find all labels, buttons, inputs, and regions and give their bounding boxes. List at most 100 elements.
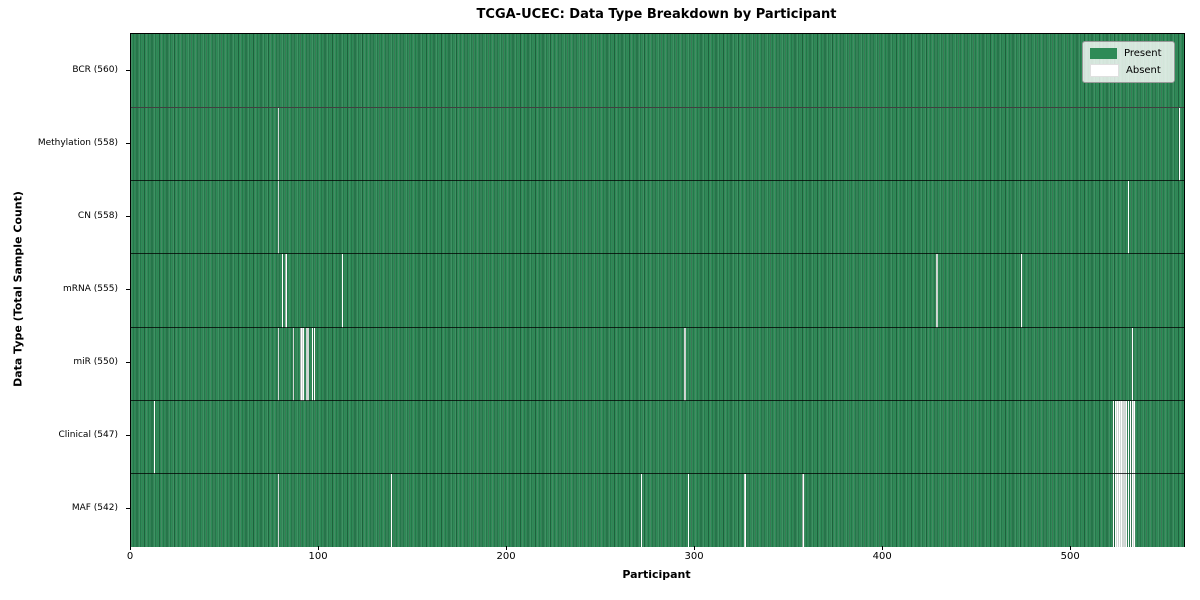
legend-item-absent: Absent xyxy=(1090,64,1167,77)
present-fill xyxy=(131,108,1184,182)
y-tick-mark xyxy=(126,289,130,290)
absent-stripe xyxy=(277,473,280,547)
y-tick-mark xyxy=(126,142,130,144)
absent-stripe xyxy=(1127,473,1130,547)
x-tick-label: 500 xyxy=(1060,551,1080,562)
legend-label: Present xyxy=(1124,48,1162,59)
x-tick-label: 100 xyxy=(308,551,328,562)
absent-stripe xyxy=(1116,473,1119,547)
absent-stripe xyxy=(277,108,280,182)
absent-stripe xyxy=(153,400,156,474)
absent-stripe xyxy=(1127,400,1130,474)
plot-area xyxy=(130,33,1185,547)
x-tick-label: 200 xyxy=(496,551,516,562)
y-tick-label: mRNA (555) xyxy=(63,284,118,294)
absent-stripe xyxy=(1118,473,1120,547)
absent-stripe xyxy=(281,254,284,328)
heatmap-row-maf xyxy=(131,472,1184,547)
absent-stripe xyxy=(744,473,746,547)
present-fill xyxy=(131,34,1184,108)
absent-stripe xyxy=(1133,400,1135,474)
absent-stripe xyxy=(1120,473,1122,547)
x-tick-label: 400 xyxy=(872,551,892,562)
heatmap-row-mir xyxy=(131,326,1184,401)
absent-stripe xyxy=(935,254,938,328)
absent-stripe xyxy=(1116,400,1119,474)
x-tick-mark xyxy=(130,546,131,550)
absent-stripe xyxy=(1133,473,1135,547)
legend-label: Absent xyxy=(1126,65,1161,76)
absent-stripe xyxy=(1131,400,1134,474)
absent-stripe xyxy=(277,327,280,401)
y-tick-mark xyxy=(126,508,130,510)
present-fill xyxy=(131,327,1184,401)
absent-stripe xyxy=(683,327,686,401)
absent-stripe xyxy=(341,254,344,328)
absent-stripe xyxy=(1122,473,1124,547)
absent-stripe xyxy=(313,327,316,401)
heatmap-row-clinical xyxy=(131,399,1184,474)
y-tick-mark xyxy=(126,69,130,71)
absent-stripe xyxy=(1120,400,1122,474)
absent-stripe xyxy=(306,327,308,401)
y-tick-label: MAF (542) xyxy=(71,503,118,514)
absent-stripe xyxy=(1125,400,1128,474)
absent-stripe xyxy=(1131,473,1134,547)
y-tick-label: Methylation (558) xyxy=(37,137,118,148)
absent-stripe xyxy=(300,327,302,401)
chart-title: TCGA-UCEC: Data Type Breakdown by Partic… xyxy=(476,7,837,22)
present-fill xyxy=(131,254,1184,328)
absent-stripe xyxy=(1127,181,1130,255)
absent-stripe xyxy=(1112,400,1115,474)
x-tick-mark xyxy=(318,546,320,550)
absent-stripe xyxy=(311,327,314,401)
absent-stripe xyxy=(1131,327,1134,401)
heatmap-row-cn xyxy=(131,180,1184,255)
x-axis-title: Participant xyxy=(622,568,691,581)
x-tick-mark xyxy=(1070,546,1072,550)
absent-stripe xyxy=(1118,400,1120,474)
absent-stripe xyxy=(802,473,805,547)
absent-stripe xyxy=(687,473,690,547)
y-tick-mark xyxy=(126,435,130,437)
absent-stripe xyxy=(1123,473,1126,547)
heatmap-row-methylation xyxy=(131,107,1184,182)
absent-stripe xyxy=(307,327,310,401)
absent-stripe xyxy=(390,473,393,547)
x-tick-mark xyxy=(694,546,696,550)
y-tick-label: CN (558) xyxy=(77,210,118,221)
y-tick-label: Clinical (547) xyxy=(58,430,118,441)
absent-stripe xyxy=(1020,254,1023,328)
absent-stripe xyxy=(1129,473,1132,547)
y-tick-label: BCR (560) xyxy=(72,64,118,75)
absent-stripe xyxy=(292,327,295,401)
x-tick-label: 0 xyxy=(126,551,134,562)
present-fill xyxy=(131,181,1184,255)
legend-swatch-present xyxy=(1090,48,1117,59)
absent-stripe xyxy=(285,254,287,328)
legend: Present Absent xyxy=(1082,41,1175,83)
absent-stripe xyxy=(1178,108,1181,182)
x-tick-mark xyxy=(882,546,884,550)
y-tick-mark xyxy=(126,215,130,217)
absent-stripe xyxy=(277,181,280,255)
absent-stripe xyxy=(1129,400,1132,474)
x-tick-mark xyxy=(506,546,508,550)
absent-stripe xyxy=(302,327,304,401)
absent-stripe xyxy=(1125,473,1128,547)
y-axis-title: Data Type (Total Sample Count) xyxy=(11,191,25,387)
absent-stripe xyxy=(1122,400,1124,474)
present-fill xyxy=(131,400,1184,474)
heatmap-row-mrna xyxy=(131,253,1184,328)
absent-stripe xyxy=(640,473,643,547)
present-fill xyxy=(131,473,1184,547)
legend-item-present: Present xyxy=(1090,47,1167,60)
legend-swatch-absent xyxy=(1090,64,1119,77)
absent-stripe xyxy=(1123,400,1126,474)
absent-stripe xyxy=(1112,473,1115,547)
x-tick-label: 300 xyxy=(684,551,704,562)
absent-stripe xyxy=(1114,400,1117,474)
heatmap-row-bcr xyxy=(131,34,1184,108)
y-tick-mark xyxy=(126,362,130,364)
